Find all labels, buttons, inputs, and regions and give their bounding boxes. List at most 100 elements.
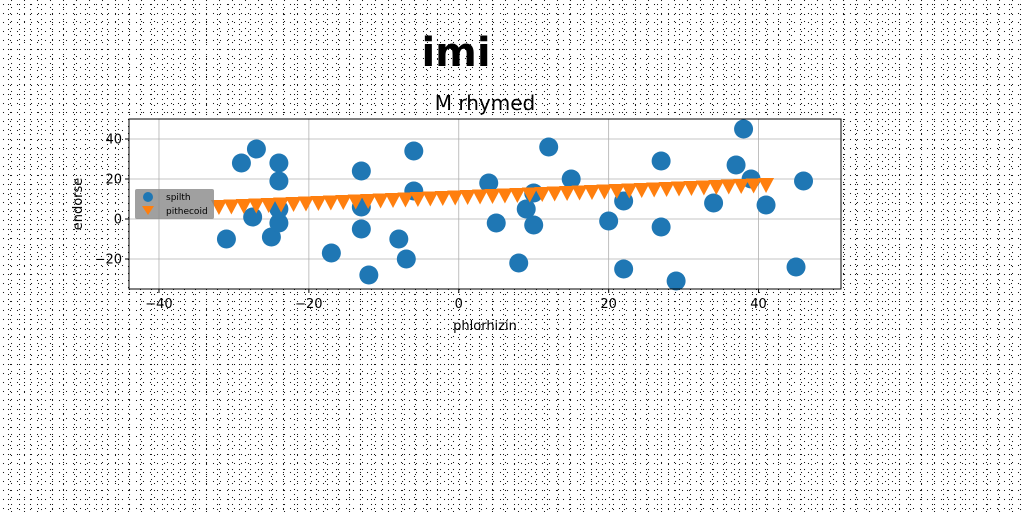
scatter-point-pithecoid [310,196,327,211]
y-axis-label: endorse [71,178,86,231]
scatter-point-pithecoid [758,178,775,193]
scatter-point-spilth [486,213,506,233]
ticks: −40 −20 0 20 40 −20 0 20 40 [95,133,767,313]
scatter-point-pithecoid [745,178,762,194]
scatter-point-pithecoid [671,181,688,197]
scatter-point-pithecoid [583,185,600,200]
scatter-point-spilth [651,217,671,237]
scatter-point-spilth [351,219,371,239]
legend-box [135,189,214,219]
scatter-point-pithecoid [347,194,364,210]
scatter-point-spilth [269,171,289,191]
scatter-point-spilth [726,155,746,175]
scatter-point-pithecoid [695,180,712,196]
scatter-point-spilth [516,199,536,219]
scatter-point-pithecoid [372,193,389,209]
scatter-point-pithecoid [447,190,464,206]
x-tick-label: −20 [295,297,322,312]
scatter-point-spilth [756,195,776,215]
legend-marker-pithecoid [142,206,154,215]
marks [210,119,814,291]
x-tick-label: 40 [750,297,767,312]
scatter-point-spilth [509,253,529,273]
scatter-point-pithecoid [683,181,700,196]
scatter-point-pithecoid [409,192,426,207]
scatter-point-pithecoid [484,189,501,204]
y-tick-label: −20 [95,253,122,268]
scatter-point-pithecoid [472,189,489,205]
plot-frame [128,118,842,290]
scatter-point-pithecoid [608,184,625,199]
scatter-point-spilth [396,249,416,269]
scatter-point-pithecoid [509,188,526,203]
scatter-point-pithecoid [633,183,650,198]
scatter-point-pithecoid [248,198,265,214]
legend-label-spilth: spilth [166,193,191,203]
scatter-point-pithecoid [273,197,290,213]
scatter-point-spilth [216,229,236,249]
scatter-point-spilth [404,141,424,161]
legend-label-pithecoid: pithecoid [166,207,208,217]
chart-title: M rhymed [435,91,535,115]
scatter-point-spilth [561,169,581,189]
scatter-point-pithecoid [260,198,277,213]
chart-suptitle: imi [421,30,490,76]
scatter-point-spilth [479,173,499,193]
scatter-point-pithecoid [297,196,314,212]
scatter-point-spilth [704,193,724,213]
scatter-point-pithecoid [720,179,737,195]
y-tick-label: 20 [105,173,122,188]
legend: spilth pithecoid [135,189,214,219]
scatter-point-pithecoid [322,195,339,211]
scatter-point-spilth [734,119,754,139]
scatter-point-pithecoid [235,199,252,214]
x-tick-label: 20 [600,297,617,312]
scatter-point-spilth [614,259,634,279]
scatter-point-spilth [524,215,544,235]
scatter-point-spilth [243,207,263,227]
scatter-point-pithecoid [385,193,402,208]
scatter-point-pithecoid [459,190,476,205]
x-tick-label: 0 [455,297,463,312]
scatter-point-spilth [599,211,619,231]
scatter-point-pithecoid [223,199,240,215]
scatter-point-pithecoid [534,187,551,202]
scatter-point-pithecoid [335,195,352,210]
scatter-point-pithecoid [708,180,725,195]
scatter-point-spilth [666,271,686,291]
scatter-point-spilth [351,161,371,181]
scatter-point-spilth [269,213,289,233]
y-tick-label: 40 [105,133,122,148]
scatter-point-spilth [321,243,341,263]
scatter-point-spilth [794,171,814,191]
scatter-point-spilth [261,227,281,247]
scatter-point-spilth [389,229,409,249]
scatter-point-pithecoid [285,197,302,212]
legend-marker-spilth [143,192,153,202]
scatter-point-pithecoid [596,184,613,200]
scatter-point-spilth [359,265,379,285]
y-tick-label: 0 [114,213,122,228]
scatter-point-spilth [651,151,671,171]
scatter-point-pithecoid [658,182,675,197]
scatter-point-pithecoid [210,200,227,215]
scatter-point-spilth [269,153,289,173]
scatter-point-pithecoid [621,183,638,199]
scatter-point-pithecoid [397,192,414,208]
scatter-point-pithecoid [360,194,377,209]
scatter-point-pithecoid [546,186,563,202]
scatter-point-spilth [786,257,806,277]
scatter-point-pithecoid [422,191,439,207]
scatter-point-pithecoid [496,188,513,204]
scatter-point-pithecoid [521,187,538,203]
scatter-point-pithecoid [646,182,663,198]
scatter-point-pithecoid [733,179,750,194]
scatter-point-pithecoid [434,191,451,206]
scatter-point-pithecoid [559,186,576,201]
scatter-point-spilth [231,153,251,173]
scatter-point-spilth [246,139,266,159]
scatter-point-pithecoid [571,185,588,201]
scatter-point-spilth [539,137,559,157]
x-axis-label: phlorhizin [453,319,517,334]
